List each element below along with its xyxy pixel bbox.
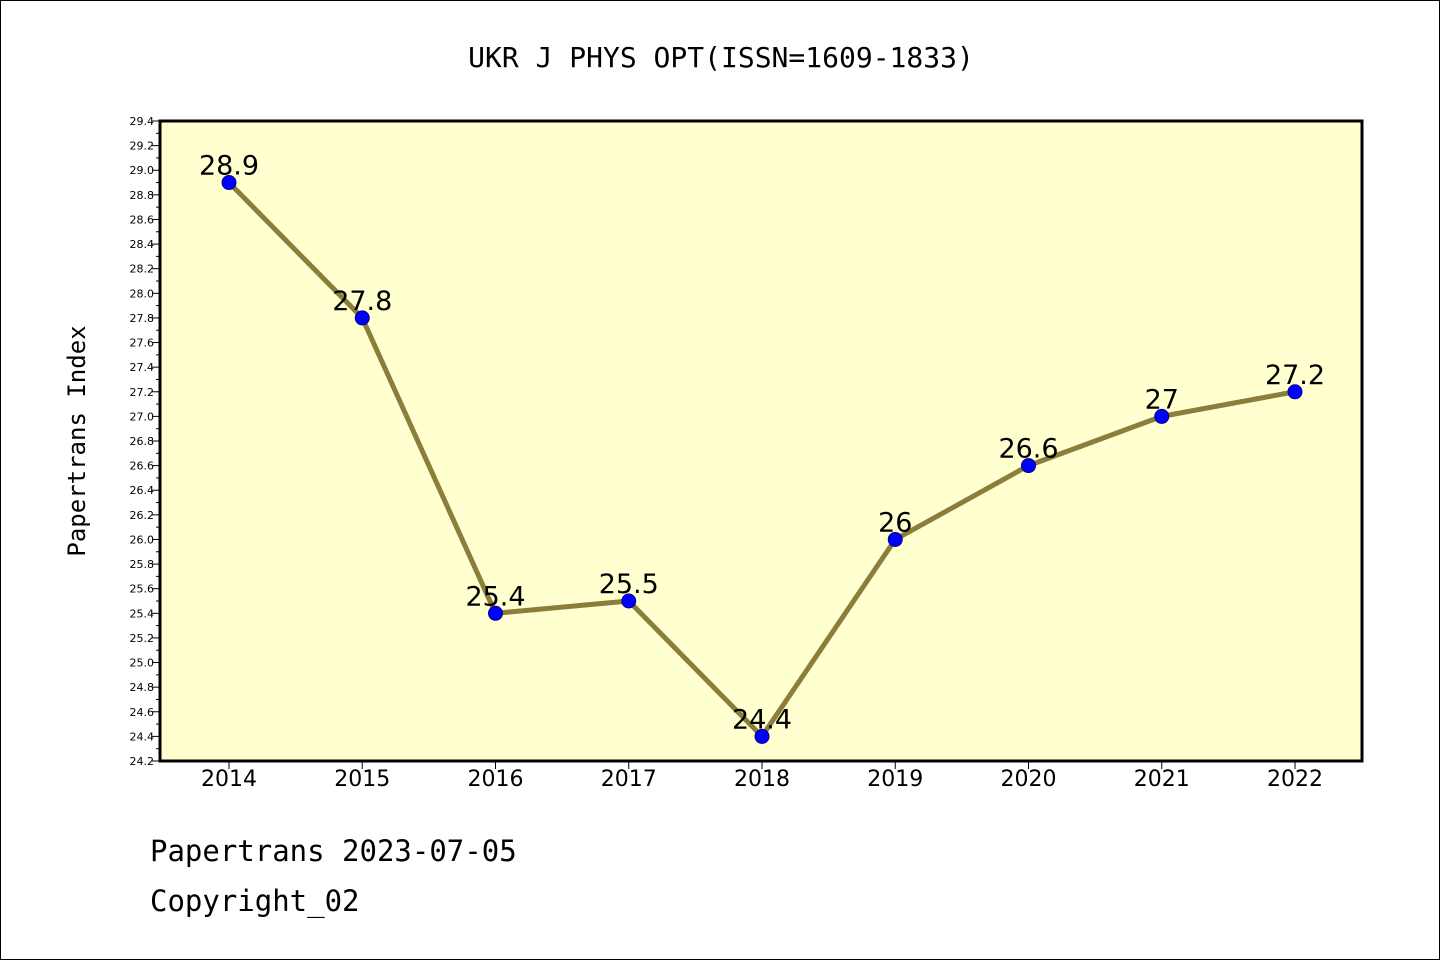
data-label: 25.4: [465, 581, 525, 612]
y-tick-label: 28.2: [130, 263, 155, 276]
y-tick-label: 27.6: [130, 337, 155, 350]
y-tick-label: 27.4: [130, 361, 155, 374]
y-tick-label: 29.2: [130, 140, 155, 153]
x-tick-label: 2015: [334, 767, 390, 792]
y-tick-label: 26.0: [130, 533, 155, 546]
y-tick-label: 27.2: [130, 386, 155, 399]
footer-date: Papertrans 2023-07-05: [150, 834, 517, 868]
y-tick-label: 24.8: [130, 681, 155, 694]
x-tick-label: 2019: [867, 767, 923, 792]
data-series: [221, 175, 1303, 744]
y-tick-label: 25.2: [130, 632, 155, 645]
x-tick-label: 2016: [468, 767, 524, 792]
y-tick-label: 25.4: [130, 607, 155, 620]
y-tick-label: 26.8: [130, 435, 155, 448]
x-tick-label: 2017: [601, 767, 657, 792]
data-label: 27.2: [1265, 360, 1325, 391]
y-tick-label: 29.4: [130, 115, 155, 128]
y-tick-label: 28.0: [130, 287, 155, 300]
y-tick-label: 26.4: [130, 484, 155, 497]
x-axis-ticks: 2014 2015 2016 2017 2018 2019 2020 2021 2022: [201, 761, 1323, 792]
data-point: [621, 593, 637, 609]
y-tick-label: 27.8: [130, 312, 155, 325]
y-tick-label: 26.6: [130, 460, 155, 473]
chart-title: UKR J PHYS OPT(ISSN=1609-1833): [468, 41, 974, 74]
y-tick-label: 27.0: [130, 410, 155, 423]
data-label: 25.5: [599, 569, 659, 600]
data-label: 26.6: [998, 434, 1058, 465]
y-tick-label: 28.8: [130, 189, 155, 202]
y-tick-label: 29.0: [130, 164, 155, 177]
data-point: [221, 175, 237, 191]
data-point: [1021, 458, 1036, 474]
y-axis-ticks: 24.2 24.4 24.6 24.8 25.0 25.2 25.4 25.6 25.8 26.0…: [130, 115, 160, 768]
footer-copyright: Copyright_02: [150, 884, 360, 918]
x-tick-label: 2021: [1134, 767, 1190, 792]
y-tick-label: 28.4: [130, 238, 155, 251]
x-tick-label: 2020: [1001, 767, 1057, 792]
data-label: 27: [1145, 384, 1179, 415]
data-label: 24.4: [732, 704, 792, 735]
x-tick-label: 2022: [1267, 767, 1323, 792]
plot-area: [158, 119, 1364, 763]
data-label: 28.9: [199, 151, 259, 182]
y-tick-label: 26.2: [130, 509, 155, 522]
data-point: [1287, 384, 1303, 400]
y-tick-label: 25.8: [130, 558, 155, 571]
x-tick-label: 2014: [201, 767, 257, 792]
data-point: [488, 605, 503, 621]
x-tick-label: 2018: [734, 767, 790, 792]
y-axis-label: Papertrans Index: [63, 325, 91, 556]
y-tick-label: 28.6: [130, 213, 155, 226]
data-labels: 28.9 27.8 25.4 25.5 24.4 26 26.6 27 27.2: [199, 151, 1325, 736]
data-point: [354, 310, 370, 326]
y-tick-label: 25.0: [130, 657, 155, 670]
data-label: 26: [878, 507, 912, 538]
y-tick-label: 24.2: [130, 755, 155, 768]
data-point: [887, 531, 903, 547]
y-tick-label: 24.4: [130, 730, 155, 743]
data-point: [1154, 408, 1170, 424]
y-tick-label: 24.6: [130, 706, 155, 719]
data-label: 27.8: [332, 286, 392, 317]
data-point: [754, 728, 770, 744]
y-tick-label: 25.6: [130, 583, 155, 596]
